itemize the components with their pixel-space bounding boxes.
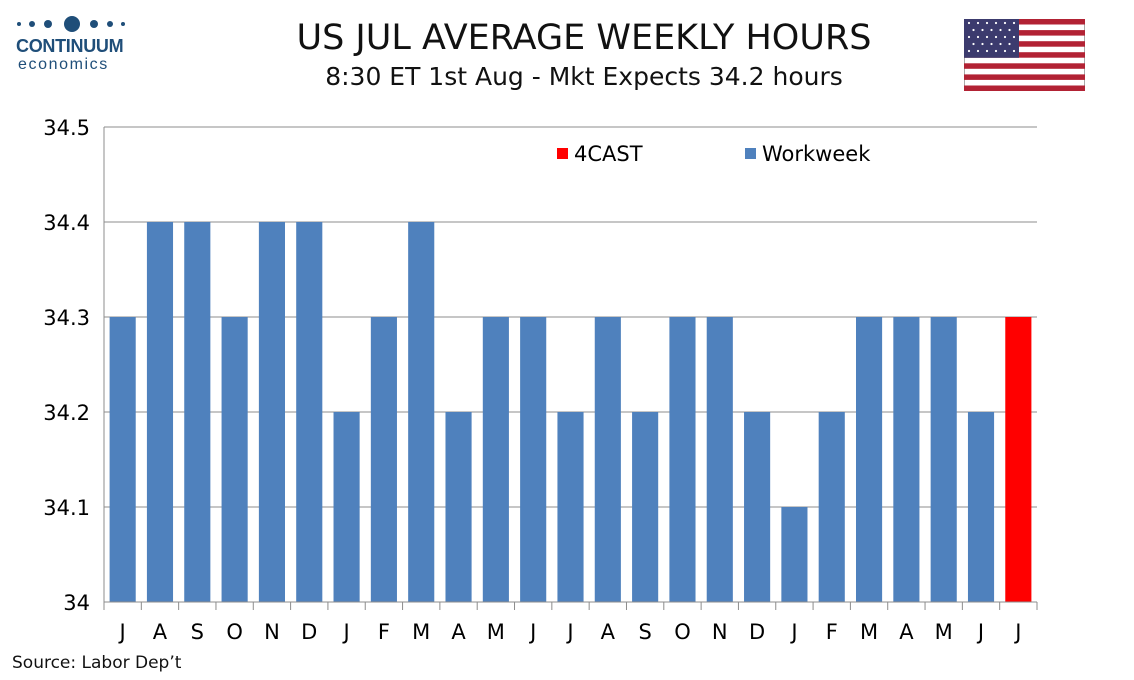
forecast-bar bbox=[1005, 317, 1032, 602]
x-tick-label: A bbox=[451, 620, 466, 644]
logo-wordmark: CONTINUUM bbox=[16, 36, 124, 56]
legend-swatch bbox=[557, 148, 568, 159]
x-tick-label: A bbox=[153, 620, 168, 644]
workweek-bar bbox=[669, 317, 696, 602]
workweek-bar bbox=[221, 317, 248, 602]
workweek-bar bbox=[408, 222, 435, 602]
x-tick-label: J bbox=[341, 620, 349, 644]
workweek-bar bbox=[818, 412, 845, 602]
x-tick-label: A bbox=[899, 620, 914, 644]
x-tick-label: J bbox=[528, 620, 536, 644]
x-tick-label: A bbox=[601, 620, 616, 644]
y-tick-label: 34.5 bbox=[43, 116, 90, 140]
workweek-bar bbox=[482, 317, 509, 602]
workweek-bar bbox=[967, 412, 995, 602]
x-tick-label: M bbox=[412, 620, 430, 644]
y-tick-label: 34.1 bbox=[43, 496, 90, 520]
workweek-bar bbox=[594, 317, 621, 602]
chart-subtitle: 8:30 ET 1st Aug - Mkt Expects 34.2 hours bbox=[325, 62, 843, 91]
source-note: Source: Labor Dep’t bbox=[12, 653, 182, 673]
workweek-bar bbox=[706, 317, 733, 602]
chart-title: US JUL AVERAGE WEEKLY HOURS bbox=[296, 18, 872, 58]
x-tick-label: D bbox=[749, 620, 765, 644]
x-tick-label: M bbox=[860, 620, 878, 644]
workweek-bar bbox=[632, 412, 659, 602]
workweek-bar bbox=[258, 222, 286, 602]
legend-label: Workweek bbox=[762, 142, 871, 166]
workweek-bar bbox=[520, 317, 547, 602]
x-tick-label: N bbox=[264, 620, 280, 644]
x-tick-label: S bbox=[638, 620, 651, 644]
workweek-bar bbox=[855, 317, 883, 602]
y-tick-label: 34.2 bbox=[43, 401, 90, 425]
workweek-bar bbox=[333, 412, 360, 602]
x-tick-label: J bbox=[1013, 620, 1021, 644]
x-tick-label: D bbox=[301, 620, 317, 644]
x-tick-label: J bbox=[565, 620, 573, 644]
x-tick-label: F bbox=[826, 620, 838, 644]
x-tick-label: J bbox=[118, 620, 126, 644]
x-tick-label: F bbox=[378, 620, 390, 644]
workweek-bar bbox=[370, 317, 397, 602]
x-tick-label: O bbox=[674, 620, 691, 644]
workweek-bar bbox=[184, 222, 211, 602]
x-tick-label: J bbox=[976, 620, 984, 644]
workweek-bar bbox=[557, 412, 584, 602]
x-tick-label: S bbox=[191, 620, 204, 644]
x-tick-label: M bbox=[935, 620, 953, 644]
x-tick-label: M bbox=[487, 620, 505, 644]
workweek-bar bbox=[744, 412, 771, 602]
x-tick-label: N bbox=[712, 620, 728, 644]
workweek-bar bbox=[296, 222, 323, 602]
workweek-bar bbox=[445, 412, 472, 602]
y-tick-label: 34.4 bbox=[43, 211, 90, 235]
workweek-bar bbox=[109, 317, 136, 602]
workweek-bar bbox=[781, 507, 808, 602]
x-tick-label: J bbox=[789, 620, 797, 644]
y-tick-label: 34 bbox=[63, 591, 90, 615]
workweek-bar bbox=[146, 222, 174, 602]
legend-swatch bbox=[745, 148, 756, 159]
x-tick-label: O bbox=[226, 620, 243, 644]
y-tick-label: 34.3 bbox=[43, 306, 90, 330]
continuum-logo: CONTINUUM economics bbox=[14, 14, 144, 76]
logo-dots-icon bbox=[17, 16, 125, 32]
logo-subword: economics bbox=[18, 56, 109, 73]
legend-label: 4CAST bbox=[574, 142, 643, 166]
workweek-bar bbox=[893, 317, 920, 602]
workweek-bar bbox=[930, 317, 957, 602]
us-flag-icon bbox=[964, 19, 1085, 91]
